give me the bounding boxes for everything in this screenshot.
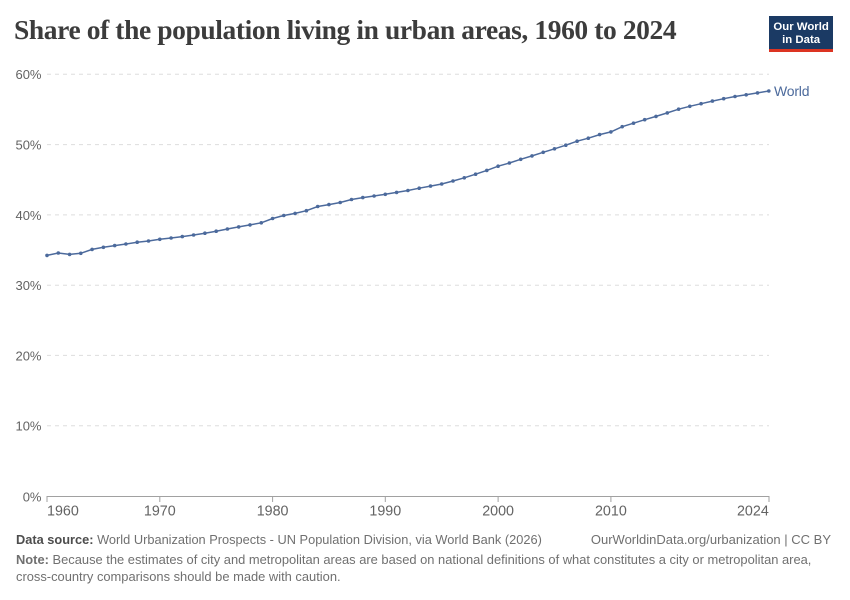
svg-text:1970: 1970 xyxy=(144,504,176,520)
svg-text:1990: 1990 xyxy=(369,504,401,520)
svg-text:0%: 0% xyxy=(23,489,42,504)
svg-text:1980: 1980 xyxy=(257,504,289,520)
svg-text:30%: 30% xyxy=(15,278,41,293)
svg-text:1960: 1960 xyxy=(47,504,79,520)
svg-text:60%: 60% xyxy=(15,67,41,82)
svg-text:2010: 2010 xyxy=(595,504,627,520)
svg-text:2000: 2000 xyxy=(482,504,514,520)
svg-text:50%: 50% xyxy=(15,138,41,153)
svg-text:World: World xyxy=(774,83,809,99)
svg-text:2024: 2024 xyxy=(737,504,769,520)
svg-text:20%: 20% xyxy=(15,348,41,363)
svg-text:10%: 10% xyxy=(15,419,41,434)
svg-text:40%: 40% xyxy=(15,208,41,223)
